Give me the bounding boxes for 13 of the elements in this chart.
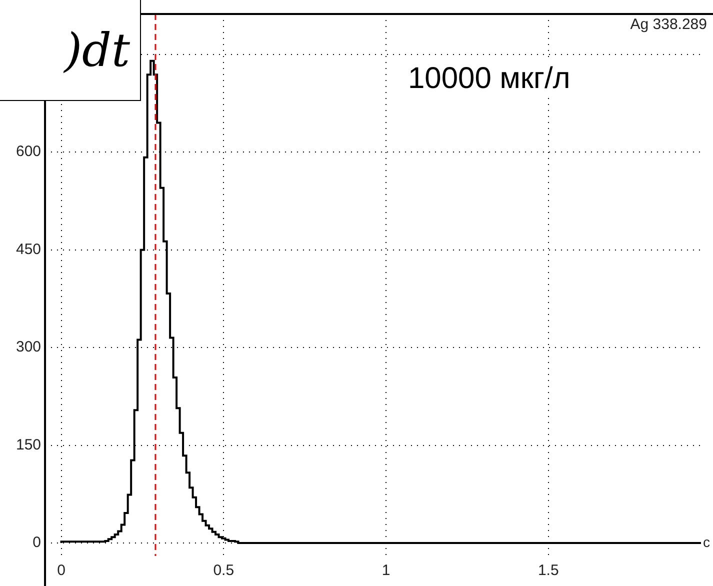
y-tick-label: 600 (16, 143, 42, 160)
annotation: Ag 338.289 (630, 16, 707, 33)
x-tick-label: 0 (57, 562, 66, 580)
x-axis-title: с (703, 534, 710, 550)
x-tick-label: 1 (382, 562, 390, 580)
x-tick-label: 0.5 (213, 562, 234, 580)
y-tick-label: 300 (16, 338, 42, 356)
y-tick-label: 450 (16, 240, 42, 258)
annotation: )dt (0, 0, 141, 101)
y-tick-label: 150 (16, 436, 42, 454)
x-tick-label: 1.5 (538, 562, 559, 580)
y-tick-label: 0 (32, 534, 42, 552)
annotation: 10000 мкг/л (408, 62, 570, 96)
